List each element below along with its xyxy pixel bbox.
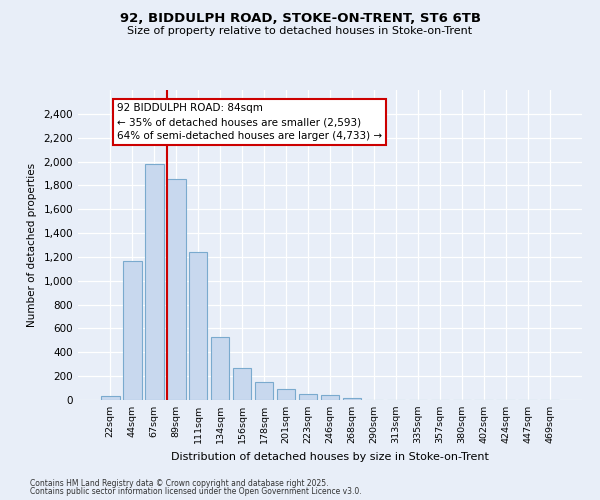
Bar: [233, 368, 251, 400]
Bar: [255, 382, 274, 400]
Bar: [123, 260, 142, 400]
Text: Size of property relative to detached houses in Stoke-on-Trent: Size of property relative to detached ho…: [127, 26, 473, 36]
Text: 92, BIDDULPH ROAD, STOKE-ON-TRENT, ST6 6TB: 92, BIDDULPH ROAD, STOKE-ON-TRENT, ST6 6…: [119, 12, 481, 26]
X-axis label: Distribution of detached houses by size in Stoke-on-Trent: Distribution of detached houses by size …: [171, 452, 489, 462]
Text: Contains public sector information licensed under the Open Government Licence v3: Contains public sector information licen…: [30, 487, 362, 496]
Bar: [277, 388, 295, 400]
Bar: [211, 338, 229, 400]
Bar: [189, 252, 208, 400]
Bar: [343, 398, 361, 400]
Bar: [299, 394, 317, 400]
Bar: [320, 395, 340, 400]
Y-axis label: Number of detached properties: Number of detached properties: [26, 163, 37, 327]
Bar: [167, 179, 185, 400]
Text: Contains HM Land Registry data © Crown copyright and database right 2025.: Contains HM Land Registry data © Crown c…: [30, 478, 329, 488]
Bar: [101, 396, 119, 400]
Text: 92 BIDDULPH ROAD: 84sqm
← 35% of detached houses are smaller (2,593)
64% of semi: 92 BIDDULPH ROAD: 84sqm ← 35% of detache…: [117, 103, 382, 141]
Bar: [145, 164, 164, 400]
